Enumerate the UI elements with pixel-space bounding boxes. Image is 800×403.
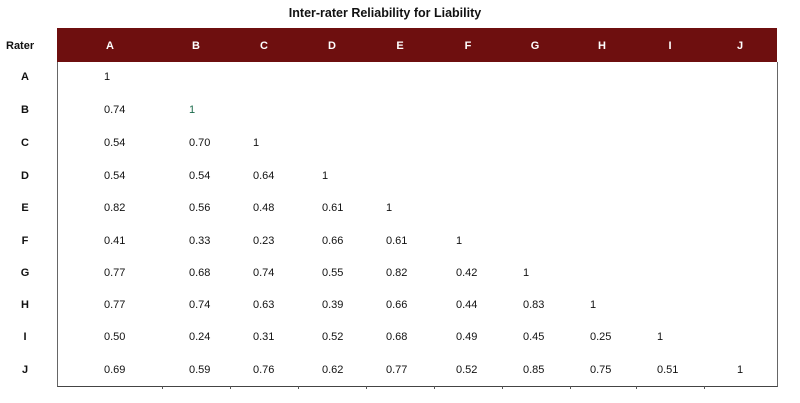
column-header-bar bbox=[57, 28, 777, 62]
table-cell: 0.33 bbox=[189, 235, 211, 247]
table-cell: 0.54 bbox=[104, 170, 126, 182]
row-header-d: D bbox=[21, 170, 29, 182]
diagonal-cell: 1 bbox=[322, 170, 329, 182]
row-header-a: A bbox=[21, 71, 29, 83]
table-cell: 0.39 bbox=[322, 299, 344, 311]
column-header-b: B bbox=[192, 40, 200, 52]
row-header-b: B bbox=[21, 104, 29, 116]
table-cell: 0.31 bbox=[253, 331, 275, 343]
table-cell: 0.70 bbox=[189, 137, 211, 149]
table-cell: 0.48 bbox=[253, 202, 275, 214]
table-cell: 0.49 bbox=[456, 331, 478, 343]
column-tick bbox=[704, 386, 705, 389]
table-cell: 0.62 bbox=[322, 364, 344, 376]
table-cell: 0.77 bbox=[386, 364, 408, 376]
table-cell: 0.54 bbox=[104, 137, 126, 149]
diagonal-cell: 1 bbox=[456, 235, 463, 247]
table-cell: 0.44 bbox=[456, 299, 478, 311]
table-cell: 0.77 bbox=[104, 299, 126, 311]
table-cell: 0.69 bbox=[104, 364, 126, 376]
table-cell: 0.74 bbox=[253, 267, 275, 279]
column-header-a: A bbox=[106, 40, 114, 52]
column-tick bbox=[162, 386, 163, 389]
diagonal-cell: 1 bbox=[523, 267, 530, 279]
table-cell: 0.52 bbox=[456, 364, 478, 376]
table-cell: 0.50 bbox=[104, 331, 126, 343]
diagonal-cell: 1 bbox=[737, 364, 744, 376]
table-cell: 0.41 bbox=[104, 235, 126, 247]
column-tick bbox=[636, 386, 637, 389]
table-cell: 0.77 bbox=[104, 267, 126, 279]
table-cell: 0.75 bbox=[590, 364, 612, 376]
diagonal-cell: 1 bbox=[657, 331, 664, 343]
table-cell: 0.76 bbox=[253, 364, 275, 376]
table-cell: 0.63 bbox=[253, 299, 275, 311]
diagonal-cell: 1 bbox=[104, 71, 111, 83]
row-header-f: F bbox=[21, 235, 29, 247]
column-header-d: D bbox=[328, 40, 336, 52]
table-cell: 0.55 bbox=[322, 267, 344, 279]
diagonal-cell: 1 bbox=[253, 137, 260, 149]
column-header-f: F bbox=[464, 40, 472, 52]
diagonal-cell: 1 bbox=[590, 299, 597, 311]
table-cell: 0.82 bbox=[104, 202, 126, 214]
column-header-e: E bbox=[396, 40, 404, 52]
table-cell: 0.24 bbox=[189, 331, 211, 343]
table-cell: 0.54 bbox=[189, 170, 211, 182]
table-cell: 0.68 bbox=[386, 331, 408, 343]
table-cell: 0.59 bbox=[189, 364, 211, 376]
table-cell: 0.61 bbox=[322, 202, 344, 214]
table-cell: 0.66 bbox=[322, 235, 344, 247]
row-header-c: C bbox=[21, 137, 29, 149]
column-tick bbox=[230, 386, 231, 389]
table-cell: 0.68 bbox=[189, 267, 211, 279]
row-header-h: H bbox=[21, 299, 29, 311]
table-cell: 0.64 bbox=[253, 170, 275, 182]
table-cell: 0.74 bbox=[189, 299, 211, 311]
table-cell: 0.83 bbox=[523, 299, 545, 311]
table-body bbox=[57, 62, 778, 387]
table-cell: 0.51 bbox=[657, 364, 679, 376]
column-header-c: C bbox=[260, 40, 268, 52]
column-tick bbox=[570, 386, 571, 389]
column-header-i: I bbox=[668, 40, 672, 52]
table-cell: 0.52 bbox=[322, 331, 344, 343]
table-title: Inter-rater Reliability for Liability bbox=[288, 6, 482, 20]
row-header-g: G bbox=[20, 267, 30, 279]
table-cell: 0.74 bbox=[104, 104, 126, 116]
table-cell: 0.66 bbox=[386, 299, 408, 311]
table-cell: 0.61 bbox=[386, 235, 408, 247]
table-cell: 0.23 bbox=[253, 235, 275, 247]
table-cell: 0.56 bbox=[189, 202, 211, 214]
table-cell: 0.42 bbox=[456, 267, 478, 279]
column-header-h: H bbox=[598, 40, 606, 52]
column-header-j: J bbox=[736, 40, 744, 52]
row-header-j: J bbox=[21, 364, 29, 376]
table-cell: 0.82 bbox=[386, 267, 408, 279]
table-cell: 0.25 bbox=[590, 331, 612, 343]
diagonal-cell: 1 bbox=[189, 104, 196, 116]
diagonal-cell: 1 bbox=[386, 202, 393, 214]
table-cell: 0.45 bbox=[523, 331, 545, 343]
table-cell: 0.85 bbox=[523, 364, 545, 376]
column-tick bbox=[298, 386, 299, 389]
row-header-i: I bbox=[23, 331, 27, 343]
rater-column-header: Rater bbox=[6, 40, 35, 52]
column-header-g: G bbox=[530, 40, 540, 52]
column-tick bbox=[434, 386, 435, 389]
row-header-e: E bbox=[21, 202, 29, 214]
column-tick bbox=[366, 386, 367, 389]
column-tick bbox=[502, 386, 503, 389]
